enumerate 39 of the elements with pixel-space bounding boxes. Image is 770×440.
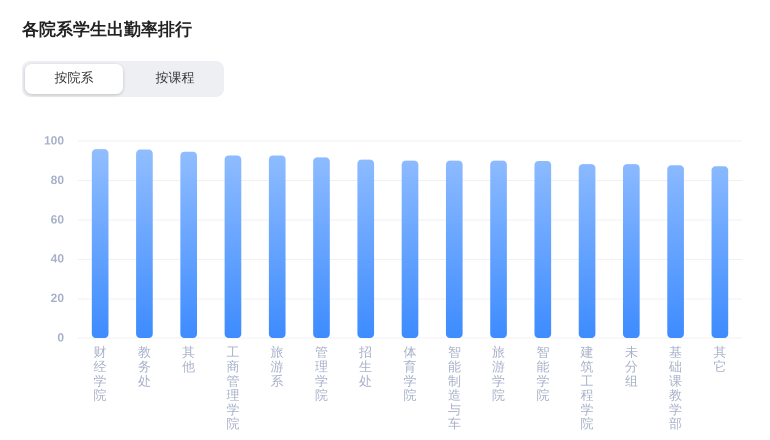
text: 按院系 [25,64,123,94]
chart-title: 各院系学生出勤率排行 [22,19,192,41]
x-tick-label: 体育学院 [404,346,417,404]
bar [623,164,640,338]
text: 按课程 [154,70,196,88]
y-tick-label: 0 [57,330,64,345]
x-tick-label: 教务处 [138,346,151,390]
bar [534,160,552,338]
bar [667,165,684,338]
x-tick-label: 旅游系 [270,346,284,390]
x-tick-label: 工商管理学院 [226,346,240,432]
y-tick-label: 20 [50,291,64,306]
bar [136,150,153,338]
x-tick-label: 智能学院 [536,346,550,404]
bar [357,160,374,338]
x-tick-label: 旅游学院 [492,346,506,404]
bar [446,160,463,338]
y-tick-label: 40 [50,252,64,266]
x-tick-label: 管理学院 [314,346,328,404]
y-tick-label: 80 [50,172,64,187]
bar [490,160,507,338]
bar [402,160,418,338]
x-tick-label: 其它 [713,346,726,376]
x-tick-label: 智能制造与车 [448,346,461,432]
x-tick-label: 其他 [182,346,196,376]
x-tick-label: 未分组 [624,346,638,390]
x-tick-label: 基础课教学部 [668,346,682,432]
bar [712,166,728,338]
y-tick-label: 60 [50,212,64,226]
x-tick-label: 招生处 [358,346,372,390]
bar [180,152,198,338]
bar [92,149,108,338]
bar [313,157,330,338]
y-tick-label: 100 [44,134,64,148]
bar [224,155,242,338]
bar [268,155,286,338]
bar [578,164,596,338]
x-tick-label: 建筑工程学院 [580,346,594,432]
x-tick-label: 财经学院 [94,346,107,404]
